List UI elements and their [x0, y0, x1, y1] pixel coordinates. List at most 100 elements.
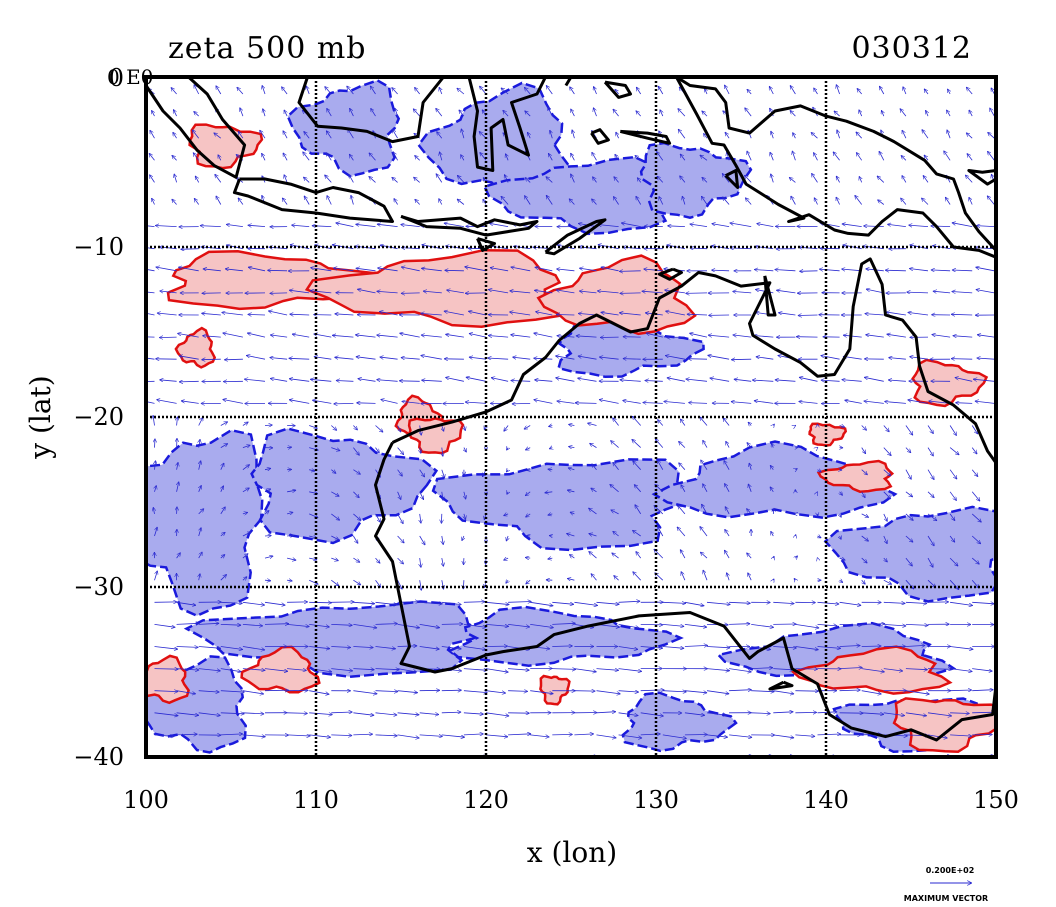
wind-vector — [773, 669, 793, 670]
wind-vector — [198, 552, 203, 559]
wind-vector — [506, 492, 508, 495]
wind-vector — [722, 197, 730, 205]
wind-vector — [178, 267, 199, 272]
wind-vector — [817, 734, 841, 735]
wind-vector — [977, 358, 995, 359]
wind-vector — [566, 534, 575, 537]
wind-vector — [556, 269, 575, 271]
wind-vector — [976, 267, 995, 272]
wind-vector — [592, 177, 597, 183]
wind-vector — [268, 311, 288, 316]
wind-vector — [421, 268, 442, 272]
coastline — [768, 680, 794, 691]
wind-vector — [570, 512, 575, 514]
wind-vector — [172, 155, 177, 161]
wind-vector — [927, 669, 952, 670]
wind-vector — [790, 196, 796, 205]
wind-vector — [660, 110, 663, 117]
wind-vector — [949, 535, 955, 542]
wind-vector — [636, 551, 642, 559]
coastline — [146, 77, 247, 179]
wind-vector — [748, 484, 752, 492]
wind-vector — [464, 447, 467, 453]
wind-vector — [154, 571, 158, 581]
wind-vector — [377, 268, 398, 272]
wind-vector — [578, 356, 597, 360]
wind-vector — [729, 602, 751, 603]
wind-vector — [678, 108, 686, 117]
positive-vorticity-region — [146, 654, 190, 705]
wind-vector — [751, 691, 774, 692]
wind-vector — [419, 735, 443, 737]
wind-vector — [463, 624, 487, 627]
wind-vector — [376, 335, 398, 338]
wind-vector — [248, 225, 266, 226]
wind-vector — [576, 336, 597, 337]
wind-vector — [181, 249, 199, 250]
wind-vector — [611, 509, 619, 515]
wind-vector — [614, 575, 619, 581]
wind-vector — [326, 131, 332, 139]
wind-vector — [883, 624, 906, 626]
y-tick-label: −30 — [73, 573, 124, 601]
wind-vector — [591, 152, 597, 161]
wind-vector — [836, 197, 840, 205]
wind-vector — [795, 556, 797, 558]
wind-vector — [703, 133, 707, 139]
wind-vector — [534, 290, 553, 294]
corner-origin-label: 0 E0 — [107, 65, 153, 89]
wind-vector — [261, 153, 266, 161]
wind-vector — [525, 448, 531, 451]
wind-vector — [506, 470, 508, 472]
wind-vector — [287, 490, 296, 492]
wind-vector — [833, 152, 840, 161]
wind-vector — [225, 269, 243, 271]
wind-vector — [859, 176, 862, 183]
wind-vector — [571, 174, 575, 183]
wind-vector — [771, 443, 773, 448]
wind-vector — [972, 602, 994, 604]
wind-vector — [501, 88, 509, 95]
x-tick-label: 140 — [803, 786, 849, 814]
wind-vector — [375, 646, 396, 649]
wind-vector — [927, 535, 934, 546]
wind-vector — [688, 403, 708, 404]
wind-vector — [173, 132, 177, 139]
wind-vector — [375, 624, 398, 625]
wind-vector — [375, 425, 384, 433]
wind-vector — [729, 734, 752, 738]
wind-vector — [547, 107, 553, 117]
wind-vector — [613, 196, 619, 205]
negative-vorticity-region — [621, 691, 738, 753]
wind-vector — [795, 468, 797, 470]
wind-vector — [508, 734, 531, 735]
wind-vector — [579, 291, 597, 293]
wind-vector — [927, 712, 952, 716]
wind-vector — [900, 109, 907, 117]
wind-vector — [547, 153, 553, 161]
wind-vector — [883, 513, 888, 522]
wind-vector — [283, 110, 287, 117]
wind-vector — [619, 313, 641, 316]
wind-vector — [242, 577, 247, 581]
wind-vector — [905, 602, 927, 603]
wind-vector — [680, 485, 686, 492]
wind-vector — [751, 668, 773, 669]
wind-vector — [286, 512, 293, 514]
wind-vector — [927, 425, 934, 434]
wind-vector — [289, 379, 310, 382]
wind-vector — [839, 690, 861, 691]
wind-vector — [503, 558, 509, 560]
wind-vector — [376, 380, 398, 382]
wind-vector — [888, 380, 906, 381]
wind-vector — [413, 177, 420, 183]
wind-vector — [776, 290, 796, 294]
wind-vector — [747, 89, 752, 95]
wind-vector — [883, 447, 892, 456]
wind-vector — [223, 333, 243, 338]
wind-vector — [353, 535, 358, 544]
wind-vector — [159, 337, 177, 338]
wind-vector — [394, 198, 398, 205]
wind-vector — [176, 690, 196, 694]
wind-vector — [194, 111, 199, 117]
